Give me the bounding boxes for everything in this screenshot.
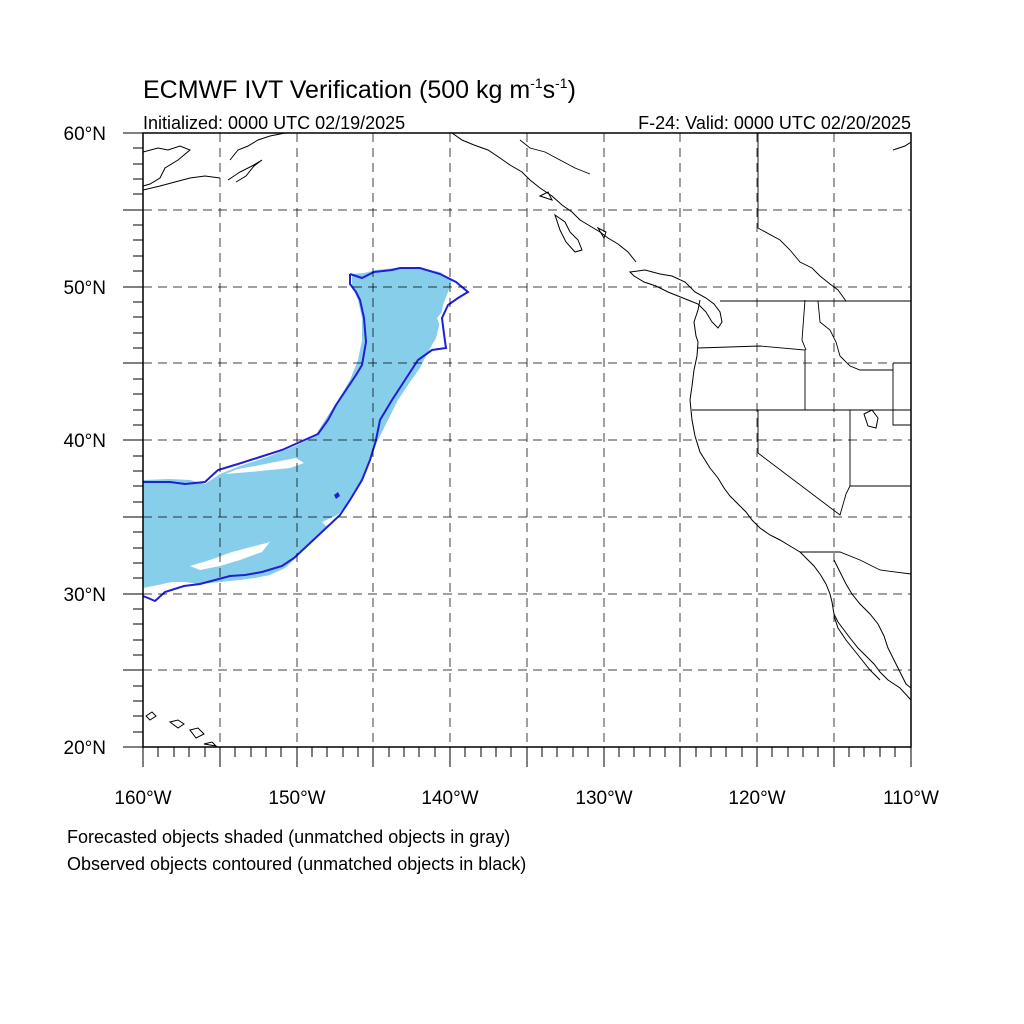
lat-labels: 60°N 50°N 40°N 30°N 20°N: [64, 124, 106, 759]
canada-islands: [892, 141, 911, 151]
lon-label-120w: 120°W: [728, 788, 785, 809]
observed-object: [143, 267, 470, 603]
alaska-coast-west: [143, 145, 263, 191]
forecast-gap-3: [322, 512, 342, 526]
observed-blob: [334, 492, 340, 499]
canada-inland-line: [519, 139, 591, 175]
map-title: ECMWF IVT Verification (500 kg m-1s-1): [143, 75, 576, 104]
state-borders: [692, 133, 911, 575]
lat-lon-grid: [143, 133, 911, 747]
lon-ticks: [142, 747, 912, 767]
bc-coast: [628, 269, 723, 329]
lon-label-110w: 110°W: [883, 788, 939, 809]
alaska-islands: [538, 191, 607, 253]
lat-label-60: 60°N: [64, 124, 106, 145]
lon-label-160w: 160°W: [114, 788, 171, 809]
lat-label-40: 40°N: [64, 431, 106, 452]
us-west-coast: [689, 299, 911, 701]
forecast-gap-1: [225, 458, 304, 474]
lon-label-150w: 150°W: [268, 788, 325, 809]
observed-note: Observed objects contoured (unmatched ob…: [67, 854, 526, 874]
lat-label-50: 50°N: [64, 278, 106, 299]
forecast-gap-2: [190, 542, 270, 570]
alaska-coast-south: [229, 133, 637, 263]
lat-label-30: 30°N: [64, 585, 106, 606]
baja-coast: [833, 559, 911, 689]
lat-label-20: 20°N: [64, 738, 106, 759]
initialized-label: Initialized: 0000 UTC 02/19/2025: [143, 113, 405, 133]
lon-label-130w: 130°W: [575, 788, 632, 809]
great-salt-lake: [863, 409, 879, 429]
lon-label-140w: 140°W: [421, 788, 478, 809]
valid-label: F-24: Valid: 0000 UTC 02/20/2025: [638, 113, 911, 133]
hawaii-islands: [145, 711, 218, 747]
forecast-note: Forecasted objects shaded (unmatched obj…: [67, 827, 510, 847]
lat-ticks: [123, 132, 143, 748]
lon-labels: 160°W 150°W 140°W 130°W 120°W 110°W: [114, 788, 939, 809]
